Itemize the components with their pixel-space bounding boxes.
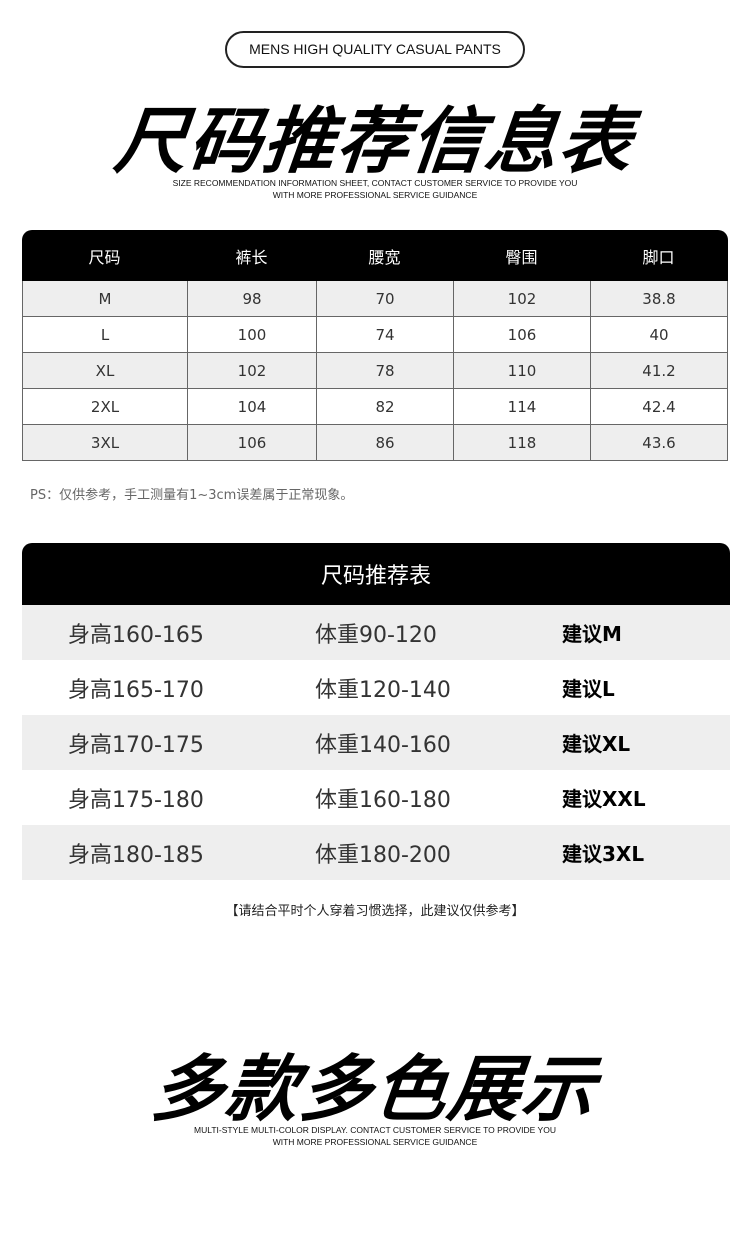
footer-subtitle-line-2: WITH MORE PROFESSIONAL SERVICE GUIDANCE xyxy=(272,1137,478,1147)
recommend-row: 身高160-165 体重90-120 建议M xyxy=(22,605,730,660)
table-cell: M xyxy=(23,281,188,316)
size-table-header: 尺码 裤长 腰宽 臀围 脚口 xyxy=(22,230,728,281)
recommend-row: 身高170-175 体重140-160 建议XL xyxy=(22,715,730,770)
table-cell: 3XL xyxy=(23,425,188,460)
table-cell: 106 xyxy=(454,317,591,352)
header-cell: 腰宽 xyxy=(368,247,401,267)
table-cell: 2XL xyxy=(23,389,188,424)
size-table: 尺码 裤长 腰宽 臀围 脚口 M 98 70 102 38.8 L 100 74 106 40 XL… xyxy=(22,230,728,461)
recommend-row: 身高180-185 体重180-200 建议3XL xyxy=(22,825,730,880)
subtitle-line-2: WITH MORE PROFESSIONAL SERVICE GUIDANCE xyxy=(272,190,478,200)
table-cell: XL xyxy=(23,353,188,388)
height-range: 身高175-180 xyxy=(68,787,204,813)
height-range: 身高180-185 xyxy=(68,842,204,868)
suggested-size: 建议XL xyxy=(562,732,631,756)
table-cell: L xyxy=(23,317,188,352)
height-range: 身高165-170 xyxy=(68,677,204,703)
footer-subtitle-line-1: MULTI-STYLE MULTI-COLOR DISPLAY. CONTACT… xyxy=(194,1125,556,1135)
table-cell: 104 xyxy=(188,389,317,424)
subtitle-line-1: SIZE RECOMMENDATION INFORMATION SHEET, C… xyxy=(172,178,578,188)
table-row: 2XL 104 82 114 42.4 xyxy=(22,389,728,425)
height-range: 身高170-175 xyxy=(68,732,204,758)
table-row: 3XL 106 86 118 43.6 xyxy=(22,425,728,461)
table-cell: 102 xyxy=(188,353,317,388)
table-cell: 43.6 xyxy=(591,425,728,460)
table-cell: 42.4 xyxy=(591,389,728,424)
height-range: 身高160-165 xyxy=(68,622,204,648)
ps-note: PS：仅供参考，手工测量有1~3cm误差属于正常现象。 xyxy=(30,488,354,503)
table-cell: 78 xyxy=(317,353,454,388)
table-cell: 70 xyxy=(317,281,454,316)
header-cell: 脚口 xyxy=(642,247,675,267)
table-cell: 41.2 xyxy=(591,353,728,388)
recommend-table-title: 尺码推荐表 xyxy=(22,543,730,605)
table-cell: 40 xyxy=(591,317,728,352)
recommend-note: 【请结合平时个人穿着习惯选择，此建议仅供参考】 xyxy=(225,904,525,919)
table-cell: 86 xyxy=(317,425,454,460)
table-cell: 82 xyxy=(317,389,454,424)
weight-range: 体重140-160 xyxy=(315,732,451,758)
weight-range: 体重180-200 xyxy=(315,842,451,868)
table-cell: 118 xyxy=(454,425,591,460)
header-cell: 臀围 xyxy=(505,247,538,267)
weight-range: 体重160-180 xyxy=(315,787,451,813)
footer-title: 多款多色展示 xyxy=(147,1047,601,1131)
weight-range: 体重120-140 xyxy=(315,677,451,703)
table-cell: 38.8 xyxy=(591,281,728,316)
recommend-row: 身高165-170 体重120-140 建议L xyxy=(22,660,730,715)
suggested-size: 建议XXL xyxy=(562,787,646,811)
table-cell: 102 xyxy=(454,281,591,316)
table-cell: 100 xyxy=(188,317,317,352)
header-cell: 尺码 xyxy=(88,247,121,267)
table-cell: 98 xyxy=(188,281,317,316)
suggested-size: 建议M xyxy=(562,622,622,646)
table-row: L 100 74 106 40 xyxy=(22,317,728,353)
suggested-size: 建议3XL xyxy=(562,842,645,866)
recommend-table: 尺码推荐表 身高160-165 体重90-120 建议M 身高165-170 体重120… xyxy=(22,543,730,880)
weight-range: 体重90-120 xyxy=(315,622,437,648)
page-title: 尺码推荐信息表 xyxy=(110,99,638,183)
table-cell: 74 xyxy=(317,317,454,352)
recommend-row: 身高175-180 体重160-180 建议XXL xyxy=(22,770,730,825)
header-pill: MENS HIGH QUALITY CASUAL PANTS xyxy=(225,31,525,68)
table-row: XL 102 78 110 41.2 xyxy=(22,353,728,389)
table-cell: 110 xyxy=(454,353,591,388)
table-row: M 98 70 102 38.8 xyxy=(22,281,728,317)
header-cell: 裤长 xyxy=(235,247,268,267)
suggested-size: 建议L xyxy=(562,677,615,701)
table-cell: 114 xyxy=(454,389,591,424)
table-cell: 106 xyxy=(188,425,317,460)
